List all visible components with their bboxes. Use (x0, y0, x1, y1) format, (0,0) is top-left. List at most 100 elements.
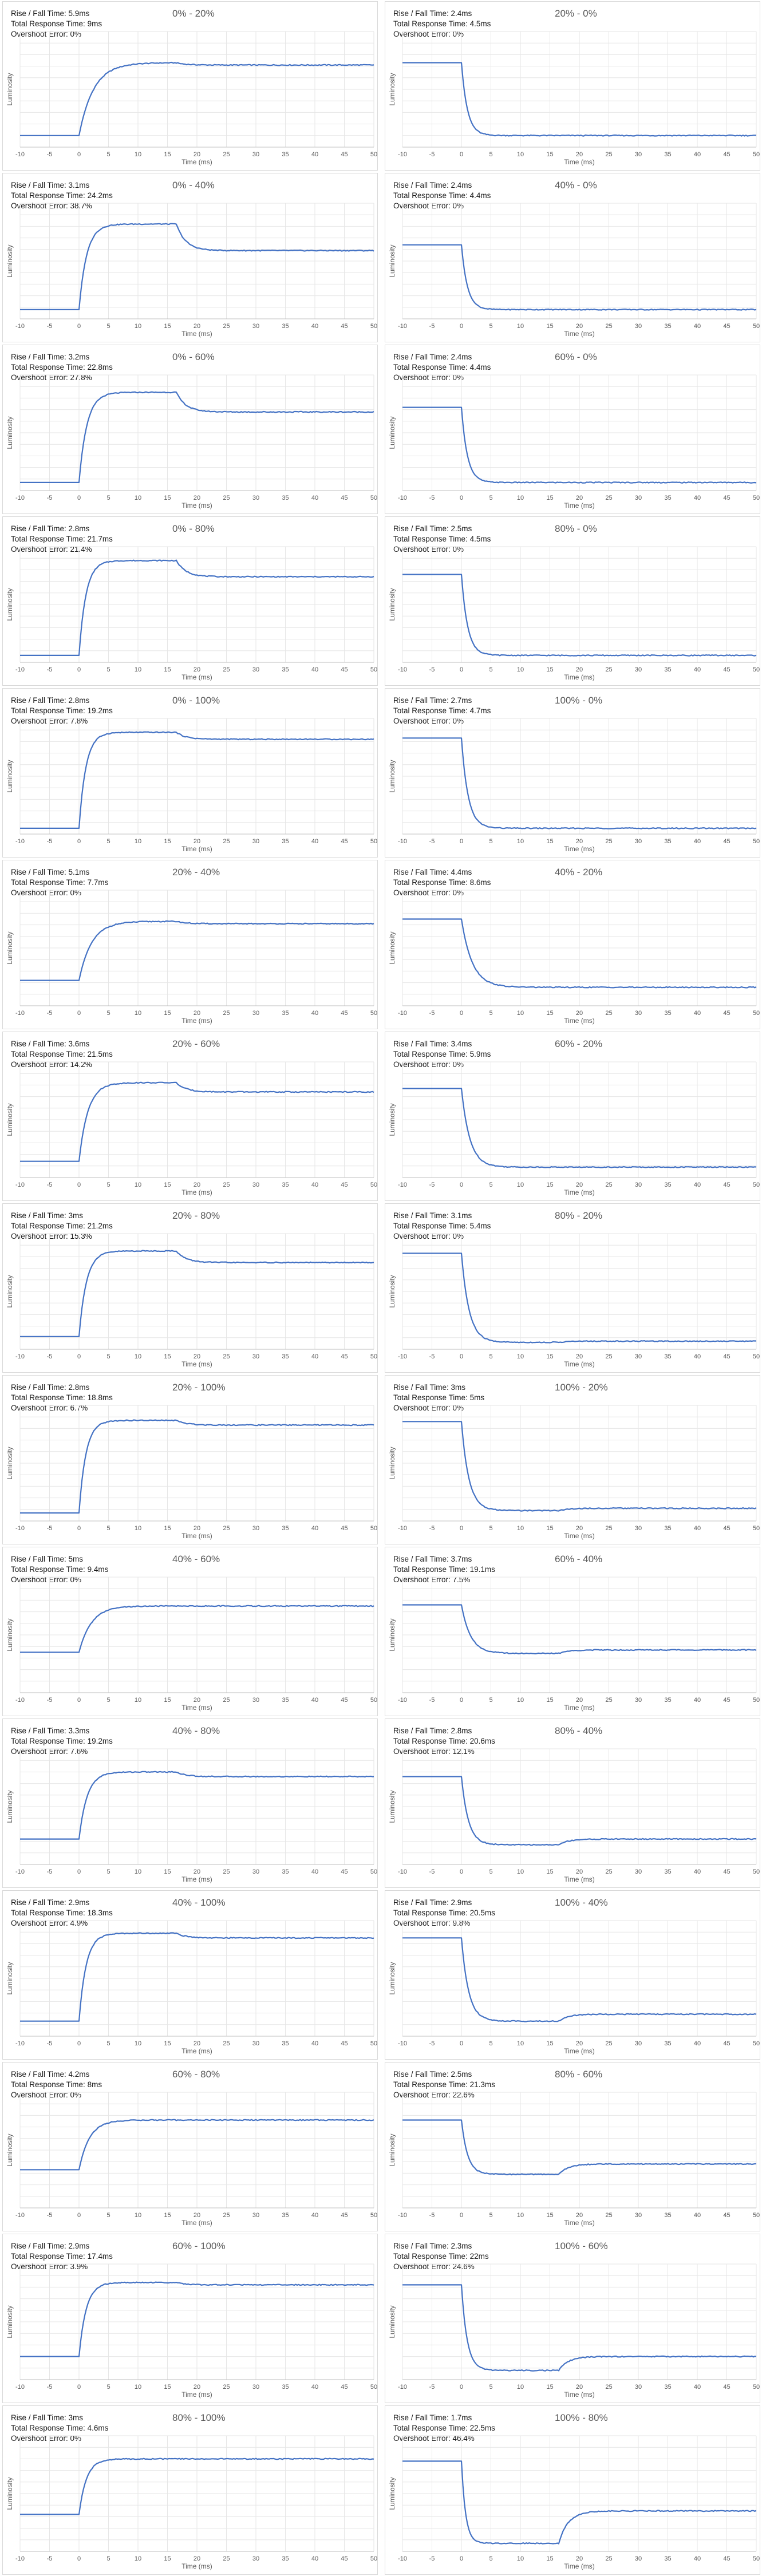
x-tick-label: 15 (546, 838, 553, 845)
x-tick-label: -10 (398, 666, 407, 673)
x-tick-label: 15 (546, 1182, 553, 1188)
chart-panel: Rise / Fall Time: 3.2ms Total Response Ti… (2, 345, 378, 514)
x-tick-label: 40 (694, 838, 701, 845)
x-tick-label: 15 (546, 495, 553, 501)
x-tick-label: 30 (252, 1697, 259, 1704)
x-tick-label: 45 (723, 2212, 730, 2219)
x-tick-label: -5 (429, 838, 435, 845)
x-tick-label: 10 (135, 495, 141, 501)
x-tick-label: -10 (15, 838, 25, 845)
y-axis-label: Luminosity (6, 1447, 14, 1479)
x-tick-label: 35 (664, 1353, 671, 1360)
chart-title: 80% - 0% (555, 523, 597, 534)
x-tick-label: 10 (135, 323, 141, 330)
x-tick-label: 25 (605, 323, 612, 330)
stat-line: Rise / Fall Time: 3ms (393, 1383, 466, 1392)
response-stats: Rise / Fall Time: 5ms Total Response Time… (11, 1554, 108, 1585)
x-tick-label: 40 (311, 1868, 318, 1875)
x-tick-label: -10 (15, 2040, 25, 2047)
x-tick-label: 15 (164, 495, 171, 501)
x-axis-label: Time (ms) (564, 2047, 595, 2055)
x-tick-label: 15 (164, 666, 171, 673)
y-axis-label: Luminosity (6, 1618, 14, 1651)
x-tick-label: 25 (223, 151, 230, 158)
x-tick-label: -10 (15, 1182, 25, 1188)
response-stats: Rise / Fall Time: 2.9ms Total Response Ti… (393, 1898, 495, 1929)
x-tick-label: -10 (398, 2040, 407, 2047)
x-tick-label: -5 (47, 2040, 53, 2047)
x-tick-label: -10 (15, 666, 25, 673)
x-tick-label: -10 (15, 323, 25, 330)
stat-line: Total Response Time: 20.6ms (393, 1737, 495, 1745)
y-axis-label: Luminosity (6, 588, 14, 621)
x-tick-label: 50 (753, 1010, 760, 1017)
x-tick-label: 50 (753, 2040, 760, 2047)
stat-line: Rise / Fall Time: 5ms (11, 1555, 84, 1563)
x-tick-label: 5 (489, 666, 492, 673)
stat-line: Rise / Fall Time: 2.9ms (11, 2242, 90, 2250)
x-tick-label: -10 (398, 323, 407, 330)
chart-title: 100% - 60% (555, 2241, 608, 2251)
x-tick-label: 25 (605, 2384, 612, 2391)
x-tick-label: 20 (194, 1525, 200, 1532)
x-tick-label: -5 (429, 1353, 435, 1360)
x-tick-label: 50 (753, 1353, 760, 1360)
x-tick-label: 35 (282, 1182, 289, 1188)
x-tick-label: 25 (605, 2555, 612, 2562)
stat-line: Rise / Fall Time: 3.2ms (11, 353, 90, 361)
chart-plot: -10 -5 0 5 10 15 20 25 30 35 40 45 50 Time (ms) Lumino… (388, 374, 760, 509)
x-tick-label: 5 (106, 1697, 110, 1704)
chart-title: 60% - 20% (555, 1038, 603, 1049)
chart-panel: Rise / Fall Time: 5ms Total Response Time… (2, 1547, 378, 1716)
stat-line: Total Response Time: 7.7ms (11, 878, 109, 887)
x-tick-label: 5 (489, 2384, 492, 2391)
x-tick-label: 15 (164, 1697, 171, 1704)
chart-title: 40% - 100% (172, 1897, 226, 1908)
x-tick-label: -10 (15, 2384, 25, 2391)
x-tick-label: -5 (47, 2555, 53, 2562)
y-axis-label: Luminosity (388, 416, 396, 449)
x-tick-label: -10 (15, 151, 25, 158)
response-stats: Rise / Fall Time: 3.2ms Total Response Ti… (11, 352, 113, 383)
x-tick-label: 15 (164, 2040, 171, 2047)
chart-title: 40% - 60% (172, 1554, 220, 1564)
chart-panel: Rise / Fall Time: 3.1ms Total Response Ti… (385, 1203, 760, 1373)
x-tick-label: 40 (694, 1868, 701, 1875)
x-tick-label: 35 (282, 2040, 289, 2047)
x-tick-label: 25 (605, 1182, 612, 1188)
chart-title: 0% - 80% (172, 523, 215, 534)
x-tick-label: 20 (194, 666, 200, 673)
x-tick-label: 35 (282, 1353, 289, 1360)
x-tick-label: 50 (370, 1182, 377, 1188)
y-axis-label: Luminosity (6, 1790, 14, 1823)
x-tick-label: 5 (489, 2212, 492, 2219)
x-tick-label: 20 (194, 151, 200, 158)
chart-plot: -10 -5 0 5 10 15 20 25 30 35 40 45 50 Time (ms) Lumino… (388, 1405, 760, 1540)
x-tick-label: 30 (252, 495, 259, 501)
x-tick-label: 45 (341, 1182, 348, 1188)
stat-line: Overshoot Error: 0% (11, 888, 82, 897)
x-tick-label: 20 (194, 1697, 200, 1704)
chart-title: 60% - 0% (555, 351, 597, 362)
x-tick-label: 0 (460, 323, 463, 330)
chart-panel: Rise / Fall Time: 2.9ms Total Response Ti… (2, 1890, 378, 2060)
x-tick-label: 20 (576, 495, 583, 501)
x-tick-label: 50 (753, 151, 760, 158)
x-tick-label: -10 (398, 2555, 407, 2562)
x-tick-label: -10 (398, 1182, 407, 1188)
x-tick-label: 35 (282, 1010, 289, 1017)
x-tick-label: 25 (605, 2212, 612, 2219)
x-tick-label: 10 (517, 2040, 524, 2047)
x-tick-label: 10 (517, 1182, 524, 1188)
x-tick-label: 50 (753, 838, 760, 845)
x-tick-label: 35 (664, 2212, 671, 2219)
x-tick-label: 20 (194, 1353, 200, 1360)
x-tick-label: 40 (311, 323, 318, 330)
x-tick-label: 0 (77, 2384, 81, 2391)
x-tick-label: 35 (664, 2555, 671, 2562)
x-tick-label: -5 (429, 2212, 435, 2219)
x-tick-label: 10 (517, 151, 524, 158)
y-axis-label: Luminosity (6, 1275, 14, 1307)
response-stats: Rise / Fall Time: 1.7ms Total Response Ti… (393, 2413, 495, 2444)
x-axis-label: Time (ms) (181, 1017, 212, 1025)
